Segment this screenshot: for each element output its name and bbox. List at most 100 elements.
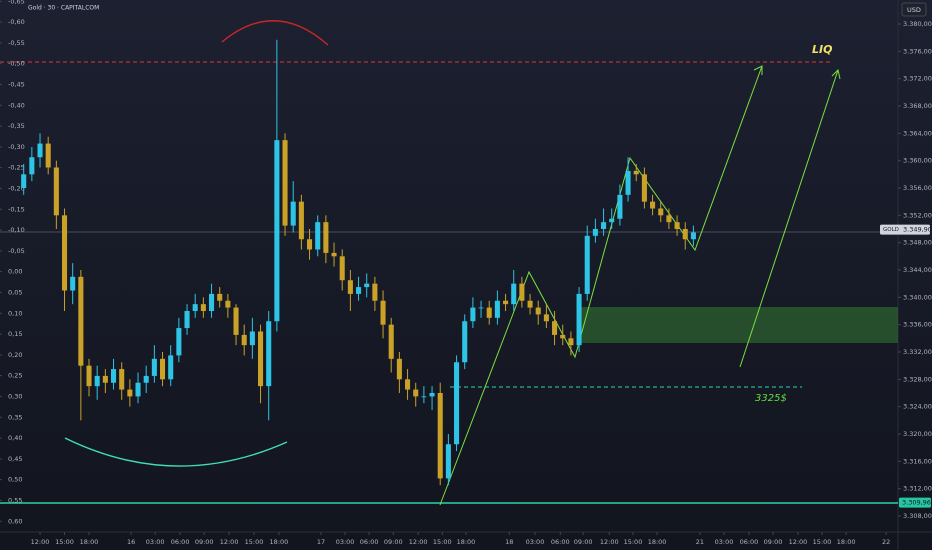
candle-body bbox=[241, 334, 247, 346]
candle-body bbox=[470, 307, 476, 322]
candle-body bbox=[266, 321, 272, 387]
x-tick-label: 09:00 bbox=[574, 538, 593, 546]
y2-tick-label: 0,00 bbox=[8, 268, 22, 276]
candle-body bbox=[119, 369, 125, 390]
x-tick-label: 12:00 bbox=[31, 538, 50, 546]
candle-body bbox=[576, 293, 582, 346]
y2-tick-label: 0,20 bbox=[8, 351, 22, 359]
candle-body bbox=[503, 300, 509, 305]
candle-body bbox=[519, 283, 525, 301]
candle-body bbox=[209, 293, 215, 311]
x-tick-label: 03:00 bbox=[715, 538, 734, 546]
candle-body bbox=[486, 307, 492, 318]
x-tick-label: 15:00 bbox=[624, 538, 643, 546]
candle-body bbox=[298, 201, 304, 240]
y2-tick-label: -0,15 bbox=[8, 205, 25, 213]
candle-body bbox=[641, 174, 647, 202]
candle-body bbox=[282, 140, 288, 226]
price-tag-label: 3.349,90 bbox=[903, 226, 932, 234]
candle-body bbox=[568, 338, 574, 346]
x-tick-label: 09:00 bbox=[764, 538, 783, 546]
candle-body bbox=[592, 228, 598, 236]
candle-body bbox=[527, 300, 533, 308]
y2-tick-label: 0,40 bbox=[8, 434, 22, 442]
liq-label: LIQ bbox=[812, 43, 832, 56]
candle-body bbox=[380, 300, 386, 325]
candle-body bbox=[86, 365, 92, 387]
candle-body bbox=[535, 307, 541, 315]
candle-body bbox=[159, 358, 166, 380]
x-tick-label: 15:00 bbox=[433, 538, 452, 546]
candle-body bbox=[609, 218, 615, 223]
candle-body bbox=[388, 324, 394, 359]
y-tick-label: 3.348,00 bbox=[903, 239, 932, 247]
y2-tick-label: -0,55 bbox=[8, 39, 25, 47]
candle-body bbox=[674, 222, 680, 229]
candle-body bbox=[560, 334, 566, 339]
x-tick-label: 03:00 bbox=[146, 538, 165, 546]
candle-body bbox=[437, 392, 443, 479]
x-tick-label: 12:00 bbox=[789, 538, 808, 546]
price-tag-symbol: GOLD bbox=[883, 227, 899, 233]
candle-body bbox=[217, 293, 223, 301]
y-tick-label: 3.336,00 bbox=[903, 321, 932, 329]
x-tick-label: 18:00 bbox=[457, 538, 476, 546]
candle-body bbox=[372, 283, 378, 301]
candle-body bbox=[225, 300, 231, 308]
arrow-head bbox=[831, 69, 841, 80]
candle-body bbox=[45, 143, 51, 168]
bottom-arc bbox=[64, 437, 288, 467]
y-tick-label: 3.316,00 bbox=[903, 457, 932, 465]
y2-tick-label: 0,45 bbox=[8, 455, 22, 463]
y-tick-label: 3.372,00 bbox=[903, 75, 932, 83]
x-tick-label: 18:00 bbox=[648, 538, 667, 546]
candle-body bbox=[445, 444, 451, 479]
candle-body bbox=[494, 300, 500, 318]
y2-tick-label: 0,15 bbox=[8, 330, 22, 338]
x-tick-label: 03:00 bbox=[336, 538, 355, 546]
candle-body bbox=[552, 321, 558, 335]
candle-body bbox=[258, 331, 264, 387]
candle-body bbox=[61, 215, 68, 291]
y-tick-label: 3.324,00 bbox=[903, 403, 932, 411]
candle-body bbox=[625, 170, 631, 195]
candle-body bbox=[543, 314, 549, 322]
arrow bbox=[739, 69, 839, 368]
y2-tick-label: 0,35 bbox=[8, 413, 22, 421]
x-tick-label: 16 bbox=[127, 538, 135, 546]
candle-body bbox=[233, 307, 239, 335]
x-tick-label: 18:00 bbox=[270, 538, 289, 546]
candle-body bbox=[617, 194, 623, 219]
arrow-head bbox=[753, 65, 763, 75]
candle-body bbox=[168, 355, 174, 380]
candle-body bbox=[405, 379, 411, 390]
candle-body bbox=[690, 232, 696, 240]
y-tick-label: 3.308,00 bbox=[903, 512, 932, 520]
candle-body bbox=[274, 140, 280, 322]
price-tag-label: 3.309,96 bbox=[902, 499, 931, 507]
price-tag bbox=[899, 497, 931, 508]
x-tick-label: 15:00 bbox=[55, 538, 74, 546]
candle-body bbox=[78, 276, 84, 366]
top-arc bbox=[221, 20, 329, 46]
candle-body bbox=[29, 157, 35, 175]
candle-body bbox=[462, 321, 468, 363]
candle-body bbox=[127, 389, 133, 397]
y2-tick-label: -0,50 bbox=[8, 60, 25, 68]
y2-tick-label: -0,40 bbox=[8, 101, 25, 109]
demand-zone bbox=[578, 307, 898, 343]
target-label: 3325$ bbox=[755, 393, 787, 404]
y2-tick-label: -0,25 bbox=[8, 164, 25, 172]
x-tick-label: 22 bbox=[882, 538, 890, 546]
candle-body bbox=[658, 208, 664, 216]
x-tick-label: 09:00 bbox=[195, 538, 214, 546]
x-tick-label: 06:00 bbox=[171, 538, 190, 546]
y-tick-label: 3.340,00 bbox=[903, 293, 932, 301]
drawings bbox=[0, 20, 898, 506]
candle-body bbox=[454, 362, 460, 445]
x-tick-label: 18:00 bbox=[80, 538, 99, 546]
x-tick-label: 06:00 bbox=[360, 538, 379, 546]
x-tick-label: 12:00 bbox=[600, 538, 619, 546]
currency-box bbox=[901, 2, 927, 17]
